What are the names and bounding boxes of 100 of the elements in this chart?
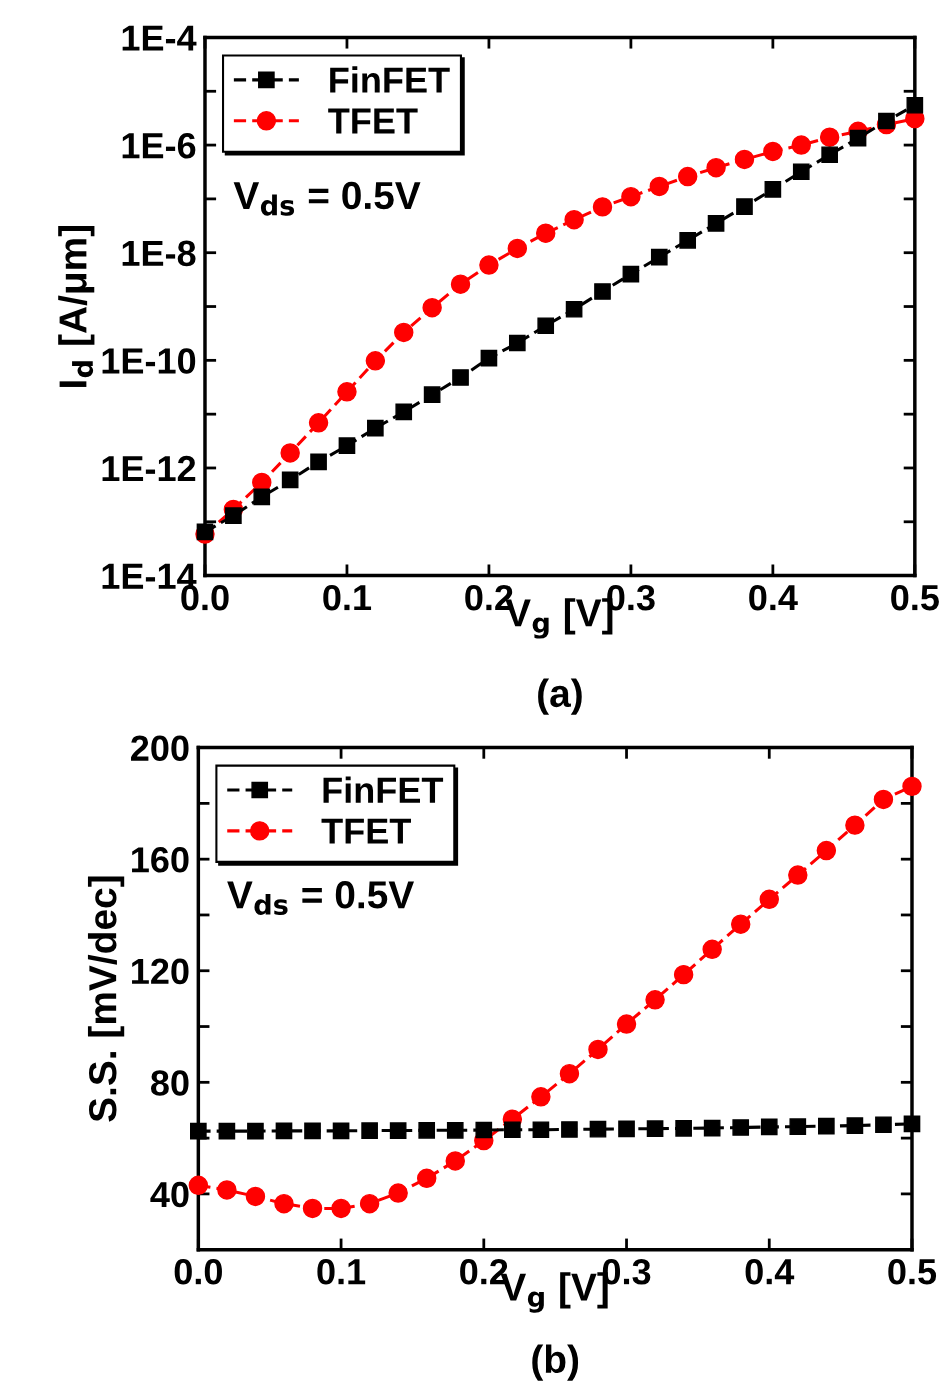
point: [702, 939, 722, 959]
point: [616, 1014, 637, 1034]
point: [732, 1119, 750, 1136]
text: (b): [532, 1344, 579, 1381]
x-tick-label: 0.5: [891, 584, 939, 611]
point: [531, 1087, 551, 1107]
point: [792, 163, 810, 181]
point: [359, 1193, 380, 1214]
point: [816, 840, 837, 861]
point: [592, 197, 613, 217]
point: [247, 1122, 264, 1140]
point: [650, 248, 668, 266]
point: [365, 351, 386, 371]
point: [649, 176, 670, 197]
point: [361, 1122, 378, 1139]
point: [706, 157, 726, 178]
point: [791, 135, 811, 155]
y-tick-label: 1E-4: [122, 25, 197, 51]
y-tick-label: 1E-10: [102, 348, 196, 374]
y-tick-label: 120: [132, 958, 189, 985]
point: [789, 1118, 807, 1136]
y-tick-label: 1E-6: [122, 132, 196, 159]
annotation: V$_{ds}$ = 0.5V: [227, 881, 414, 915]
point: [310, 453, 327, 471]
point: [304, 1122, 321, 1140]
point: [535, 223, 556, 243]
point: [450, 274, 471, 294]
point: [532, 1121, 550, 1139]
point: [759, 889, 779, 910]
x-tick-label: 0.4: [749, 584, 798, 611]
point: [504, 1121, 521, 1139]
point: [849, 129, 867, 147]
point: [564, 210, 584, 230]
point: [875, 1116, 892, 1134]
point: [763, 141, 783, 162]
point: [308, 413, 329, 433]
point: [760, 1118, 778, 1136]
annotation: V$_{ds}$ = 0.5V: [233, 181, 421, 216]
x-tick-label: 0.0: [174, 1258, 222, 1285]
point: [675, 1120, 692, 1137]
point: [480, 349, 498, 367]
point: [338, 437, 356, 454]
point: [621, 186, 641, 207]
point: [389, 1122, 407, 1139]
point: [253, 488, 271, 506]
point: [275, 1122, 293, 1140]
point: [302, 1198, 323, 1219]
point: [217, 1180, 237, 1200]
point: [878, 112, 895, 130]
point: [677, 166, 698, 187]
y-tick-label: 1E-12: [102, 455, 196, 482]
point: [873, 789, 894, 810]
point: [218, 1122, 236, 1140]
point: [818, 1117, 835, 1135]
point: [902, 776, 922, 797]
point: [331, 1198, 351, 1219]
point: [703, 1119, 721, 1137]
point: [388, 1183, 408, 1203]
point: [418, 1121, 436, 1139]
point: [337, 382, 357, 402]
point: [622, 265, 640, 283]
point: [561, 1121, 578, 1138]
point: [394, 322, 414, 343]
point: [707, 215, 725, 232]
point: [846, 1117, 864, 1134]
point: [819, 127, 840, 147]
point: [559, 1063, 580, 1084]
y-tick-label: 160: [132, 847, 189, 873]
point: [475, 1121, 493, 1139]
point: [332, 1122, 350, 1140]
point: [245, 1186, 266, 1207]
point: [188, 1175, 209, 1195]
y-axis-title: S.S. [mV/dec]: [87, 876, 125, 1122]
point: [225, 507, 242, 524]
point: [736, 198, 753, 215]
y-tick-label: 1E-8: [122, 240, 196, 267]
point: [730, 914, 751, 934]
point: [416, 1168, 437, 1189]
point: [764, 181, 782, 198]
y-tick-label: 40: [150, 1181, 189, 1208]
point: [367, 419, 384, 437]
point: [906, 96, 924, 114]
point: [274, 1193, 294, 1214]
point: [903, 1115, 921, 1133]
legend-label: TFET: [321, 818, 411, 844]
y-tick-label: 80: [150, 1070, 189, 1096]
point: [422, 298, 442, 318]
x-tick-label: 0.5: [888, 1258, 937, 1285]
point: [452, 369, 469, 386]
point: [845, 815, 865, 835]
point: [565, 300, 583, 318]
x-tick-label: 0.1: [317, 1258, 366, 1285]
point: [423, 386, 441, 404]
point: [646, 1120, 664, 1137]
point: [280, 443, 300, 463]
point: [618, 1120, 635, 1138]
text: (a): [538, 678, 582, 715]
point: [679, 231, 697, 249]
x-tick-label: 0.1: [323, 584, 372, 611]
y-tick-label: 200: [131, 735, 189, 762]
